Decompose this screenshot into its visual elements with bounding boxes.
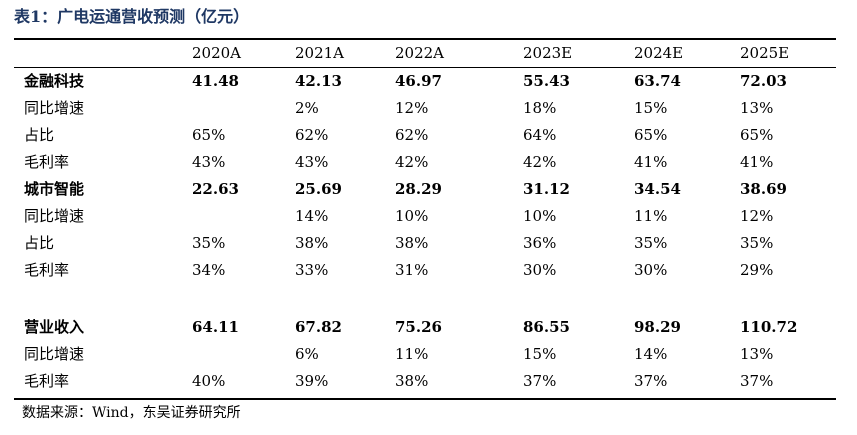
table-title: 表1：广电运通营收预测（亿元） [14, 7, 250, 26]
table-cell: 75.26 [395, 318, 442, 336]
table-cell: 12% [395, 99, 429, 117]
table-cell: 110.72 [740, 318, 798, 336]
header-cell-2025e: 2025E [740, 44, 790, 62]
table-bottom-rule [14, 398, 836, 400]
row-label: 金融科技 [24, 72, 85, 90]
table-cell: 38% [395, 234, 429, 252]
row-label: 营业收入 [24, 318, 85, 336]
table-cell: 22.63 [192, 180, 239, 198]
table-cell: 6% [295, 345, 319, 363]
table-cell: 42% [395, 153, 429, 171]
table-cell: 15% [634, 99, 668, 117]
table-cell: 11% [395, 345, 429, 363]
table-cell: 29% [740, 261, 774, 279]
row-label: 同比增速 [24, 99, 85, 117]
table-cell: 39% [295, 372, 329, 390]
table-cell: 36% [523, 234, 557, 252]
table-row: 营业收入 64.11 67.82 75.26 86.55 98.29 110.72 [14, 314, 836, 341]
table-row: 占比 65% 62% 62% 64% 65% 65% [14, 122, 836, 149]
header-cell-2023e: 2023E [523, 44, 573, 62]
table-cell: 86.55 [523, 318, 570, 336]
table-cell: 37% [740, 372, 774, 390]
table-cell: 34.54 [634, 180, 681, 198]
row-label: 同比增速 [24, 207, 85, 225]
table-cell: 33% [295, 261, 329, 279]
table-cell: 10% [395, 207, 429, 225]
header-cell-2020a: 2020A [192, 44, 242, 62]
table-cell: 10% [523, 207, 557, 225]
header-cell-2022a: 2022A [395, 44, 445, 62]
table-top-rule [14, 38, 836, 40]
table-cell: 14% [634, 345, 668, 363]
table-cell: 13% [740, 99, 774, 117]
table-cell: 41% [740, 153, 774, 171]
table-cell: 55.43 [523, 72, 570, 90]
table-cell: 30% [523, 261, 557, 279]
row-label: 毛利率 [24, 261, 70, 279]
table-row: 同比增速 6% 11% 15% 14% 13% [14, 341, 836, 368]
table-cell: 46.97 [395, 72, 442, 90]
table-cell: 65% [740, 126, 774, 144]
table-row: 占比 35% 38% 38% 36% 35% 35% [14, 230, 836, 257]
table-cell: 64.11 [192, 318, 239, 336]
table-cell: 43% [295, 153, 329, 171]
row-label: 占比 [24, 126, 55, 144]
row-label: 占比 [24, 234, 55, 252]
table-row: 同比增速 2% 12% 18% 15% 13% [14, 95, 836, 122]
table-cell: 2% [295, 99, 319, 117]
table-row: 毛利率 34% 33% 31% 30% 30% 29% [14, 257, 836, 284]
table-cell: 64% [523, 126, 557, 144]
row-label: 城市智能 [24, 180, 85, 198]
table-cell: 12% [740, 207, 774, 225]
table-cell: 13% [740, 345, 774, 363]
table-cell: 37% [523, 372, 557, 390]
table-cell: 62% [395, 126, 429, 144]
table-cell: 38% [395, 372, 429, 390]
table-cell: 35% [740, 234, 774, 252]
table-cell: 28.29 [395, 180, 442, 198]
table-row: 金融科技 41.48 42.13 46.97 55.43 63.74 72.03 [14, 68, 836, 95]
table-cell: 37% [634, 372, 668, 390]
table-row: 城市智能 22.63 25.69 28.29 31.12 34.54 38.69 [14, 176, 836, 203]
row-label: 同比增速 [24, 345, 85, 363]
table-row: 同比增速 14% 10% 10% 11% 12% [14, 203, 836, 230]
table-cell: 11% [634, 207, 668, 225]
table-cell: 25.69 [295, 180, 342, 198]
table-cell: 43% [192, 153, 226, 171]
data-source-note: 数据来源：Wind，东吴证券研究所 [22, 405, 241, 421]
table-cell: 98.29 [634, 318, 681, 336]
table-cell: 42% [523, 153, 557, 171]
table-cell: 65% [192, 126, 226, 144]
table-cell: 41% [634, 153, 668, 171]
table-cell: 30% [634, 261, 668, 279]
table-cell: 34% [192, 261, 226, 279]
table-cell: 14% [295, 207, 329, 225]
table-cell: 42.13 [295, 72, 342, 90]
table-cell: 65% [634, 126, 668, 144]
table-cell: 63.74 [634, 72, 681, 90]
table-cell: 62% [295, 126, 329, 144]
table-cell: 72.03 [740, 72, 787, 90]
header-cell-2021a: 2021A [295, 44, 345, 62]
table-cell: 35% [192, 234, 226, 252]
header-cell-2024e: 2024E [634, 44, 684, 62]
table-cell: 38% [295, 234, 329, 252]
table-cell: 31.12 [523, 180, 570, 198]
table-header-row: 2020A 2021A 2022A 2023E 2024E 2025E [14, 40, 836, 67]
table-cell: 38.69 [740, 180, 787, 198]
table-cell: 67.82 [295, 318, 342, 336]
table-header-rule [14, 67, 836, 68]
row-label: 毛利率 [24, 153, 70, 171]
table-cell: 31% [395, 261, 429, 279]
table-row: 毛利率 40% 39% 38% 37% 37% 37% [14, 368, 836, 395]
table-cell: 35% [634, 234, 668, 252]
row-label: 毛利率 [24, 372, 70, 390]
table-cell: 18% [523, 99, 557, 117]
table-cell: 40% [192, 372, 226, 390]
table-cell: 15% [523, 345, 557, 363]
table-cell: 41.48 [192, 72, 239, 90]
table-row: 毛利率 43% 43% 42% 42% 41% 41% [14, 149, 836, 176]
